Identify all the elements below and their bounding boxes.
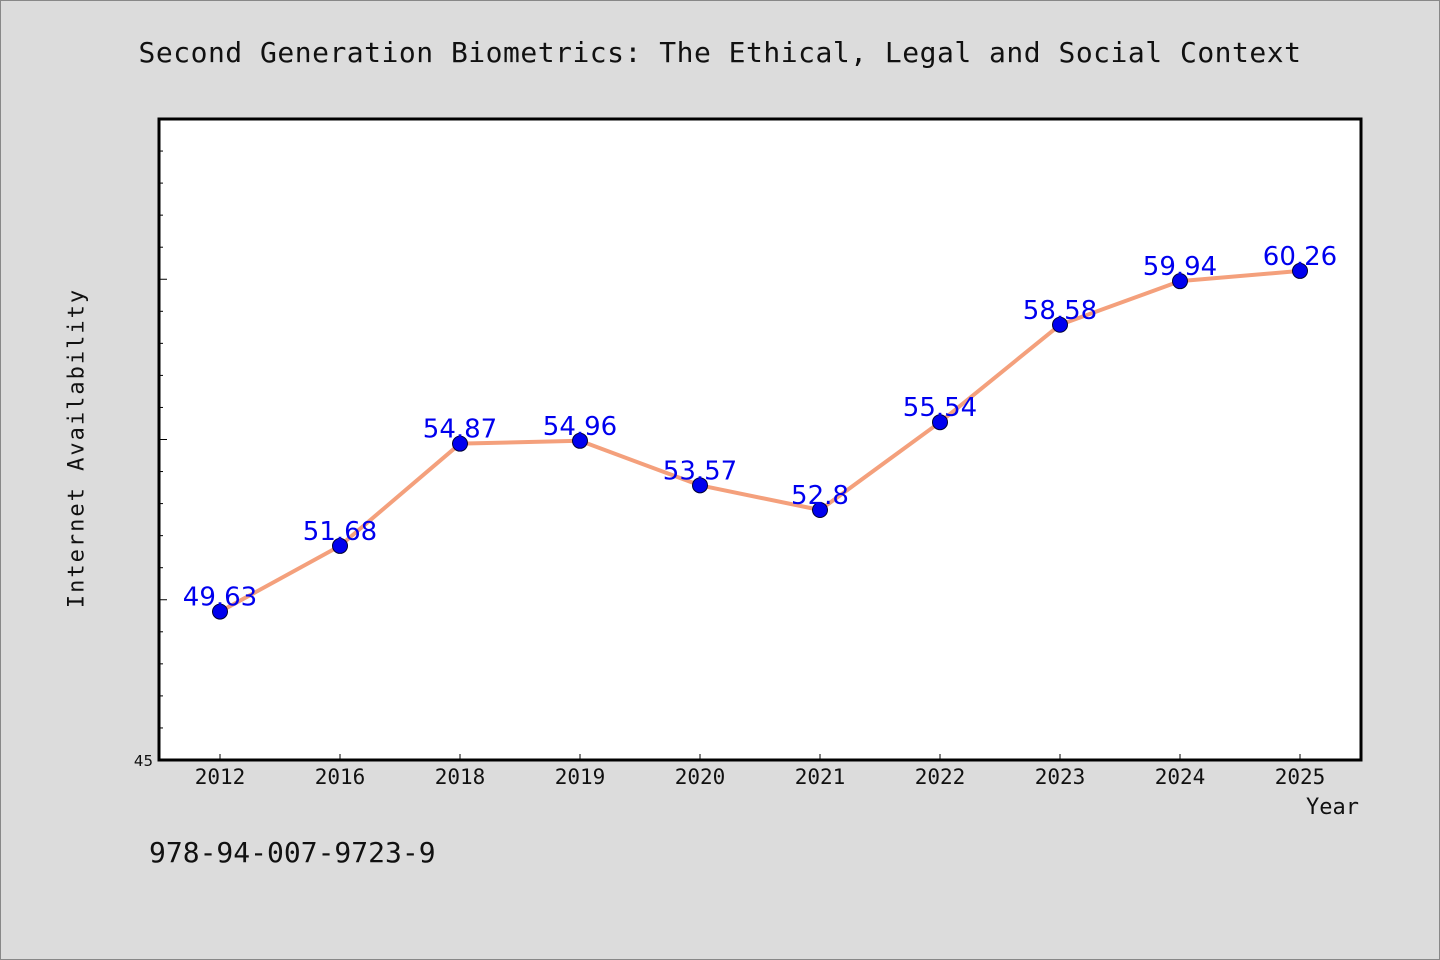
x-axis-ticks: 2012 2016 2018 2019 2020 2021 2022 2023 2024 2025 xyxy=(195,754,1326,789)
x-tick-label: 2020 xyxy=(675,765,726,789)
data-point xyxy=(692,477,708,494)
data-point xyxy=(452,435,468,452)
data-point xyxy=(1172,273,1188,290)
data-point xyxy=(212,603,228,620)
data-label: 60.26 xyxy=(1263,242,1337,272)
data-label: 51.68 xyxy=(303,517,377,547)
x-axis-label: Year xyxy=(1306,795,1359,820)
x-tick-label: 2019 xyxy=(555,765,606,789)
data-label: 59.94 xyxy=(1143,252,1217,282)
x-tick-label: 2016 xyxy=(315,765,366,789)
data-label: 54.87 xyxy=(423,415,497,445)
data-point xyxy=(332,537,348,554)
data-label: 52.8 xyxy=(791,481,849,511)
data-label: 55.54 xyxy=(903,393,977,423)
data-point xyxy=(1292,262,1308,279)
data-label: 49.63 xyxy=(183,583,257,613)
chart-title: Second Generation Biometrics: The Ethica… xyxy=(138,36,1302,69)
data-point xyxy=(812,502,828,519)
data-point xyxy=(1052,316,1068,333)
x-tick-label: 2024 xyxy=(1155,765,1206,789)
y-tick-label: 45 xyxy=(134,752,153,770)
data-label: 53.57 xyxy=(663,456,737,486)
data-point xyxy=(932,414,948,431)
series-line xyxy=(218,268,1302,614)
data-label: 54.96 xyxy=(543,412,617,442)
series-group: 49.63 51.68 54.87 54.96 53.57 52.8 55.54 58.58 5… xyxy=(183,242,1337,620)
data-point xyxy=(572,432,588,449)
x-tick-label: 2022 xyxy=(915,765,966,789)
x-tick-label: 2018 xyxy=(435,765,486,789)
y-axis-ticks: 45 xyxy=(134,118,167,770)
data-label: 58.58 xyxy=(1023,296,1097,326)
x-tick-label: 2025 xyxy=(1275,765,1326,789)
isbn-code: 978-94-007-9723-9 xyxy=(149,836,436,869)
plot-area xyxy=(157,117,1363,762)
x-tick-label: 2023 xyxy=(1035,765,1086,789)
x-tick-label: 2021 xyxy=(795,765,846,789)
x-tick-label: 2012 xyxy=(195,765,246,789)
